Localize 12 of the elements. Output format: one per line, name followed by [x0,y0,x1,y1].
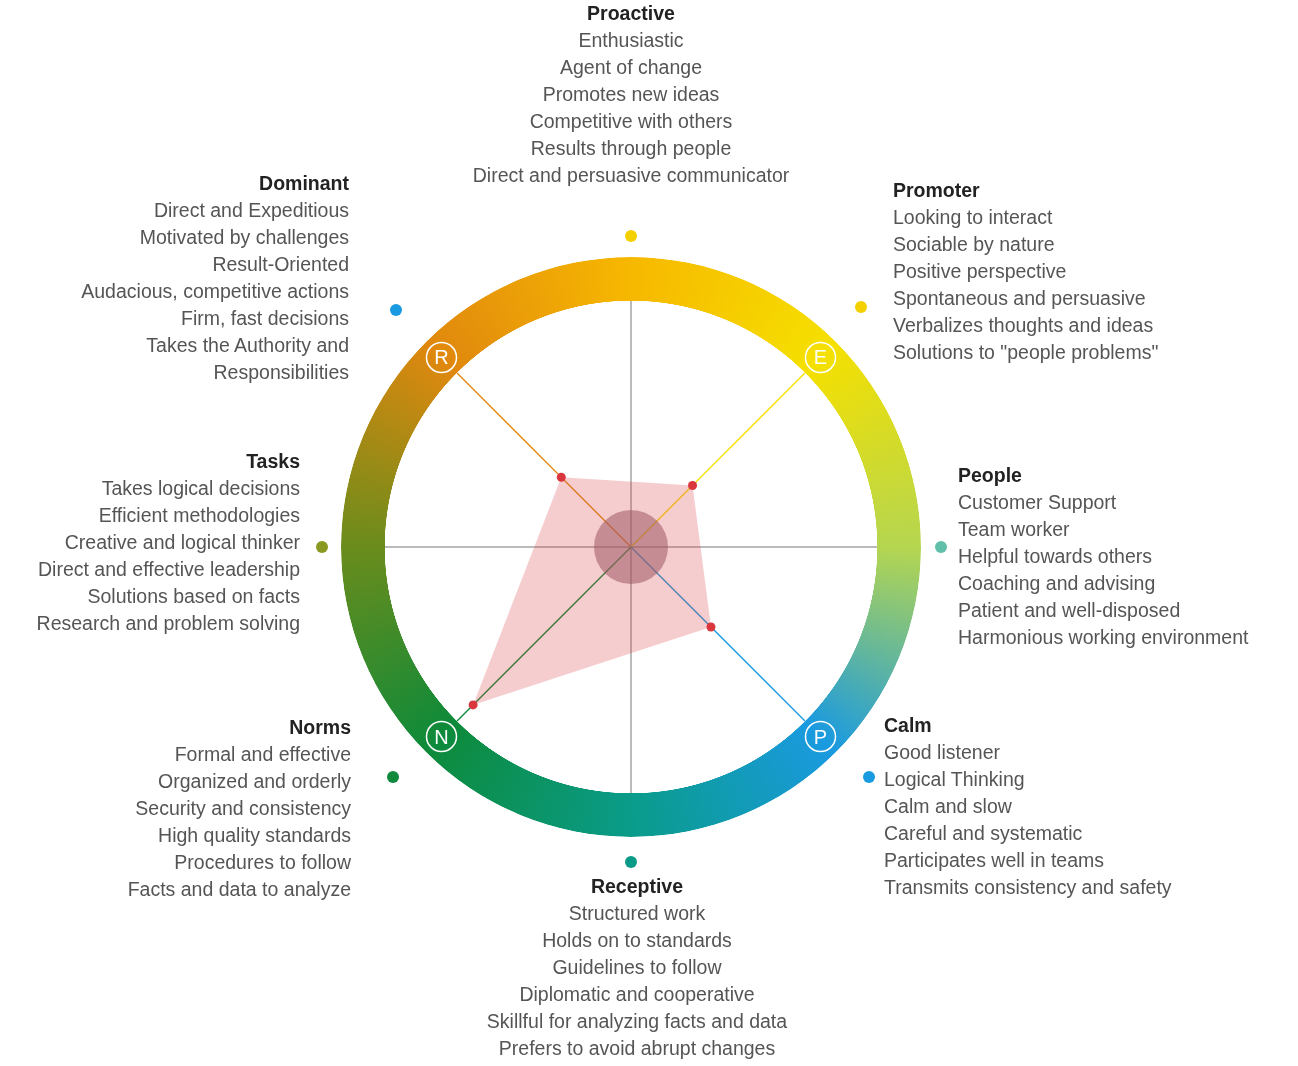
text: Tasks Takes logical decisions Efficient methodologies Creative and logical thinker Direct and effective leadership Solutions based on facts Research and problem solving [36,450,301,634]
text: Dominant Direct and Expeditious Motivated by challenges Result-Oriented Audacious, competitive actions Firm, fast decisions Takes the Authority and Responsibilities [81,172,350,383]
text: Norms Formal and effective Organized and orderly Security and consistency High quality standards Procedures to follow Facts and data to analyze [127,716,352,900]
text: Calm Good listener Logical Thinking Calm and slow Careful and systematic Participates well in teams Transmits consistency and safety [884,714,1172,898]
text: Receptive Structured work Holds on to standards Guidelines to follow Diplomatic and cooperative Skillful for analyzing facts and data Prefers to avoid abrupt changes [486,875,788,1059]
spoke-label: N [434,725,449,748]
spoke-label: R [434,346,449,369]
text: Promoter Looking to interact Sociable by nature Positive perspective Spontaneous and persuasive Verbalizes thoughts and ideas Solutions to "people problems" [893,179,1159,363]
text: Proactive Enthusiastic Agent of change Promotes new ideas Competitive with others Results through people Direct and persuasive communicator [472,2,790,186]
spoke-label: P [813,725,828,748]
spoke-label: E [813,346,828,369]
text: People Customer Support Team worker Helpful towards others Coaching and advising Patient and well-disposed Harmonious working environment [958,464,1250,648]
